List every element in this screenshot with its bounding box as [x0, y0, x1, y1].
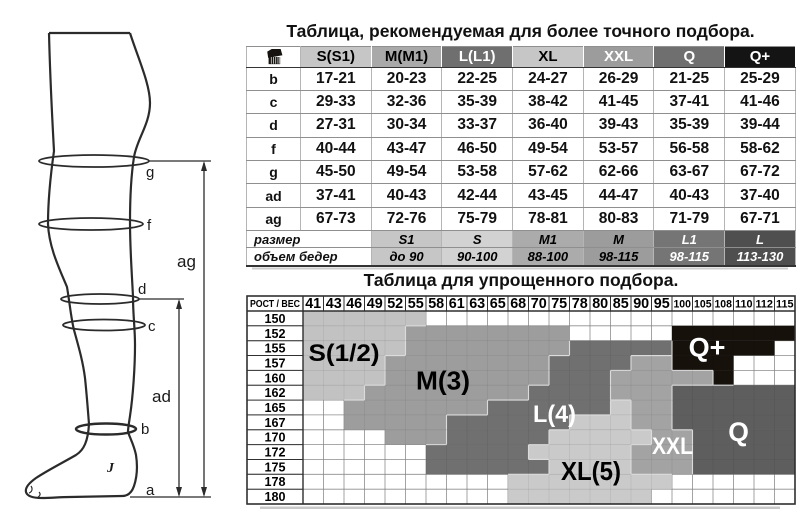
svg-text:L(4): L(4) [533, 401, 576, 428]
svg-text:Q: Q [728, 417, 749, 447]
svg-text:d: d [138, 281, 146, 298]
svg-text:b: b [141, 421, 149, 438]
svg-text:152: 152 [265, 326, 286, 341]
svg-text:61: 61 [449, 296, 465, 312]
svg-text:XL(5): XL(5) [561, 456, 621, 486]
svg-text:68: 68 [510, 296, 526, 312]
svg-text:ad: ad [152, 387, 171, 406]
svg-text:Q+: Q+ [689, 333, 726, 363]
svg-text:46: 46 [346, 296, 362, 312]
svg-text:85: 85 [613, 296, 629, 312]
svg-text:167: 167 [265, 415, 286, 430]
svg-text:170: 170 [265, 430, 286, 445]
svg-text:115: 115 [776, 299, 794, 311]
svg-text:J: J [106, 461, 115, 476]
svg-text:160: 160 [265, 370, 286, 385]
svg-text:105: 105 [694, 299, 712, 311]
svg-text:70: 70 [531, 296, 547, 312]
svg-text:162: 162 [265, 385, 286, 400]
svg-text:80: 80 [592, 296, 608, 312]
svg-text:g: g [146, 164, 154, 181]
svg-text:150: 150 [265, 311, 286, 326]
svg-text:178: 178 [265, 474, 286, 489]
svg-text:100: 100 [673, 299, 691, 311]
svg-text:155: 155 [265, 341, 286, 356]
svg-text:a: a [146, 482, 155, 499]
svg-text:49: 49 [367, 296, 383, 312]
svg-text:55: 55 [408, 296, 424, 312]
svg-text:43: 43 [326, 296, 342, 312]
svg-text:78: 78 [572, 296, 588, 312]
svg-text:41: 41 [305, 296, 321, 312]
svg-text:РОСТ / ВЕС: РОСТ / ВЕС [250, 299, 300, 310]
svg-text:95: 95 [654, 296, 670, 312]
svg-text:75: 75 [551, 296, 567, 312]
svg-text:180: 180 [265, 489, 286, 504]
svg-text:175: 175 [265, 459, 286, 474]
svg-text:112: 112 [755, 299, 773, 311]
svg-text:58: 58 [428, 296, 444, 312]
svg-text:63: 63 [469, 296, 485, 312]
svg-text:172: 172 [265, 445, 286, 460]
svg-text:157: 157 [265, 356, 286, 371]
svg-text:108: 108 [714, 299, 732, 311]
svg-text:XXL: XXL [652, 433, 693, 460]
svg-text:c: c [148, 318, 156, 335]
svg-text:90: 90 [633, 296, 649, 312]
svg-text:S(1/2): S(1/2) [309, 340, 380, 367]
svg-text:f: f [147, 217, 152, 234]
svg-text:110: 110 [735, 299, 753, 311]
svg-text:M(3): M(3) [416, 366, 470, 396]
svg-text:65: 65 [490, 296, 506, 312]
svg-text:165: 165 [265, 400, 286, 415]
svg-text:52: 52 [387, 296, 403, 312]
svg-text:ag: ag [177, 252, 196, 271]
